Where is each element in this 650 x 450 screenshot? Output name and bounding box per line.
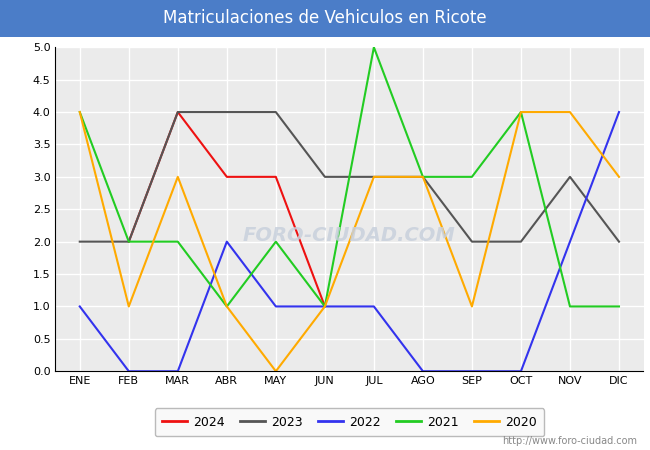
Text: http://www.foro-ciudad.com: http://www.foro-ciudad.com [502, 436, 637, 446]
Text: FORO-CIUDAD.COM: FORO-CIUDAD.COM [243, 225, 456, 245]
Legend: 2024, 2023, 2022, 2021, 2020: 2024, 2023, 2022, 2021, 2020 [155, 408, 544, 436]
Text: Matriculaciones de Vehiculos en Ricote: Matriculaciones de Vehiculos en Ricote [163, 9, 487, 27]
